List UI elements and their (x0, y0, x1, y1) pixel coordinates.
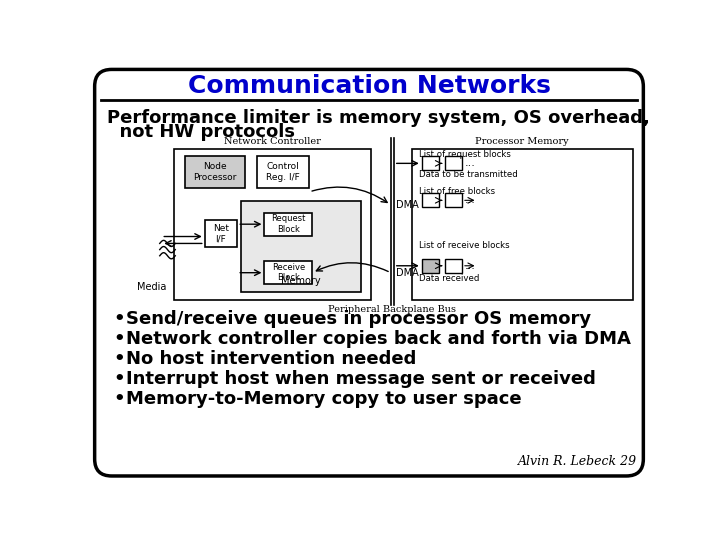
Text: Memory-to-Memory copy to user space: Memory-to-Memory copy to user space (126, 390, 521, 408)
Text: Alvin R. Lebeck 29: Alvin R. Lebeck 29 (518, 455, 637, 468)
Text: List of receive blocks: List of receive blocks (419, 241, 510, 250)
Text: •: • (113, 350, 125, 368)
Bar (184, 156, 245, 188)
Text: Data to be transmitted: Data to be transmitted (419, 170, 518, 179)
Bar (412, 150, 632, 300)
Text: ...: ... (464, 158, 475, 168)
Bar (241, 201, 361, 292)
Text: Control
Reg. I/F: Control Reg. I/F (266, 162, 300, 181)
Text: Memory: Memory (282, 276, 321, 286)
Text: ...: ... (464, 261, 475, 271)
Text: No host intervention needed: No host intervention needed (126, 350, 416, 368)
Text: •: • (113, 390, 125, 408)
Text: Peripheral Backplane Bus: Peripheral Backplane Bus (328, 305, 456, 314)
Bar (445, 193, 462, 207)
Bar (445, 259, 462, 273)
Text: Performance limiter is memory system, OS overhead,: Performance limiter is memory system, OS… (107, 110, 650, 127)
FancyBboxPatch shape (94, 70, 644, 476)
Bar (264, 213, 312, 236)
Text: Media: Media (138, 281, 167, 292)
Text: Processor Memory: Processor Memory (475, 137, 569, 146)
Text: Communication Networks: Communication Networks (188, 73, 550, 98)
Text: Data received: Data received (419, 274, 480, 284)
Text: Network Controller: Network Controller (224, 137, 321, 146)
Text: Request
Block: Request Block (271, 214, 305, 234)
Text: DMA: DMA (396, 200, 419, 210)
Text: ...: ... (464, 195, 475, 205)
Text: List of free blocks: List of free blocks (419, 187, 495, 197)
Text: not HW protocols: not HW protocols (107, 123, 295, 140)
Text: Send/receive queues in processor OS memory: Send/receive queues in processor OS memo… (126, 310, 591, 328)
Text: •: • (113, 310, 125, 328)
Text: •: • (113, 330, 125, 348)
Bar (422, 157, 438, 170)
Bar (422, 259, 438, 273)
Text: Receive
Block: Receive Block (271, 263, 305, 282)
Bar (445, 157, 462, 170)
Bar (422, 193, 438, 207)
Text: DMA: DMA (396, 268, 419, 278)
Bar (204, 220, 238, 247)
Text: •: • (113, 370, 125, 388)
Bar (256, 156, 310, 188)
Text: Network controller copies back and forth via DMA: Network controller copies back and forth… (126, 330, 631, 348)
Text: Node
Processor: Node Processor (193, 162, 236, 181)
Text: Net
I/F: Net I/F (213, 224, 229, 243)
Text: Interrupt host when message sent or received: Interrupt host when message sent or rece… (126, 370, 595, 388)
Bar (264, 261, 312, 284)
Text: List of request blocks: List of request blocks (419, 150, 511, 159)
Bar (174, 150, 372, 300)
